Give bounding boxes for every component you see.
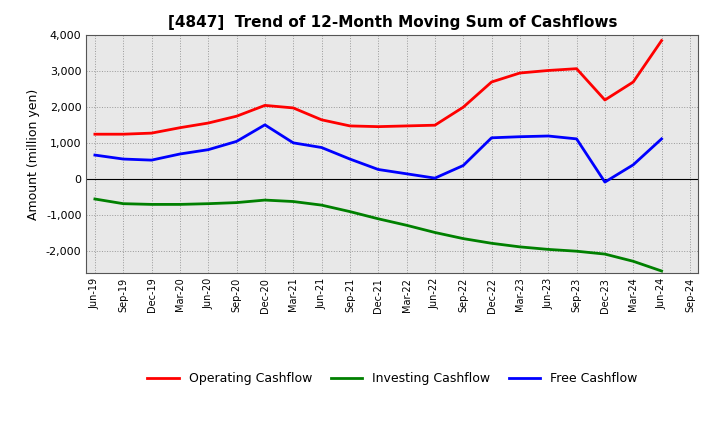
Investing Cashflow <box>572 249 581 254</box>
Investing Cashflow <box>657 268 666 274</box>
Operating Cashflow <box>572 66 581 71</box>
Operating Cashflow <box>402 123 411 128</box>
Operating Cashflow <box>487 79 496 84</box>
Free Cashflow <box>544 133 552 139</box>
Free Cashflow <box>516 134 524 139</box>
Free Cashflow <box>148 158 156 163</box>
Investing Cashflow <box>402 223 411 228</box>
Free Cashflow <box>176 151 184 157</box>
Free Cashflow <box>459 163 467 168</box>
Operating Cashflow <box>629 79 637 84</box>
Free Cashflow <box>374 167 382 172</box>
Operating Cashflow <box>176 125 184 130</box>
Operating Cashflow <box>91 132 99 137</box>
Free Cashflow <box>91 152 99 158</box>
Free Cashflow <box>487 135 496 140</box>
Operating Cashflow <box>148 131 156 136</box>
Free Cashflow <box>233 139 241 144</box>
Free Cashflow <box>318 145 326 150</box>
Investing Cashflow <box>459 236 467 241</box>
Free Cashflow <box>629 162 637 168</box>
Free Cashflow <box>600 180 609 185</box>
Investing Cashflow <box>261 198 269 203</box>
Line: Operating Cashflow: Operating Cashflow <box>95 40 662 134</box>
Operating Cashflow <box>516 70 524 76</box>
Operating Cashflow <box>289 105 297 110</box>
Free Cashflow <box>261 122 269 128</box>
Free Cashflow <box>572 136 581 142</box>
Investing Cashflow <box>148 202 156 207</box>
Investing Cashflow <box>204 201 212 206</box>
Line: Free Cashflow: Free Cashflow <box>95 125 662 182</box>
Investing Cashflow <box>346 209 354 214</box>
Operating Cashflow <box>204 121 212 126</box>
Free Cashflow <box>657 136 666 142</box>
Operating Cashflow <box>657 38 666 43</box>
Operating Cashflow <box>233 114 241 119</box>
Free Cashflow <box>431 176 439 181</box>
Investing Cashflow <box>487 241 496 246</box>
Operating Cashflow <box>600 97 609 103</box>
Free Cashflow <box>204 147 212 152</box>
Investing Cashflow <box>544 247 552 252</box>
Investing Cashflow <box>318 202 326 208</box>
Operating Cashflow <box>374 124 382 129</box>
Operating Cashflow <box>346 123 354 128</box>
Free Cashflow <box>289 140 297 146</box>
Operating Cashflow <box>119 132 127 137</box>
Investing Cashflow <box>119 201 127 206</box>
Investing Cashflow <box>374 216 382 221</box>
Investing Cashflow <box>600 251 609 257</box>
Operating Cashflow <box>431 123 439 128</box>
Investing Cashflow <box>516 244 524 249</box>
Investing Cashflow <box>233 200 241 205</box>
Operating Cashflow <box>261 103 269 108</box>
Operating Cashflow <box>459 105 467 110</box>
Operating Cashflow <box>318 117 326 122</box>
Operating Cashflow <box>544 68 552 73</box>
Investing Cashflow <box>289 199 297 204</box>
Investing Cashflow <box>431 230 439 235</box>
Line: Investing Cashflow: Investing Cashflow <box>95 199 662 271</box>
Investing Cashflow <box>176 202 184 207</box>
Free Cashflow <box>346 156 354 161</box>
Free Cashflow <box>119 156 127 161</box>
Investing Cashflow <box>629 259 637 264</box>
Title: [4847]  Trend of 12-Month Moving Sum of Cashflows: [4847] Trend of 12-Month Moving Sum of C… <box>168 15 617 30</box>
Free Cashflow <box>402 171 411 176</box>
Investing Cashflow <box>91 196 99 202</box>
Legend: Operating Cashflow, Investing Cashflow, Free Cashflow: Operating Cashflow, Investing Cashflow, … <box>143 367 642 390</box>
Y-axis label: Amount (million yen): Amount (million yen) <box>27 88 40 220</box>
